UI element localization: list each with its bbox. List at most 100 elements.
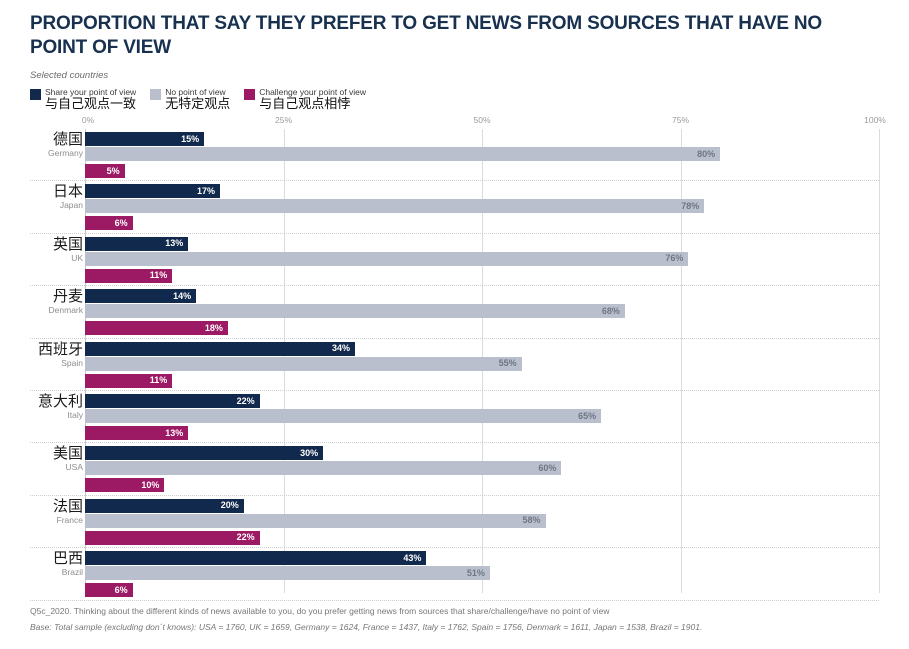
row-label-en: France [56,514,83,525]
bar-share[interactable]: 15% [85,132,205,147]
legend-label-challenge-zh: 与自己观点相悖 [259,96,351,112]
row-label-brazil: 巴西 Brazil [30,551,83,577]
bar-nopov[interactable]: 80% [85,147,721,162]
bar-chall[interactable]: 6% [85,583,133,598]
bar-share[interactable]: 20% [85,498,244,513]
legend-label-share-zh: 与自己观点一致 [45,96,137,112]
bar-nopov[interactable]: 51% [85,566,490,581]
row-bars: 43% 51% 6% [85,550,879,598]
bar-chall[interactable]: 22% [85,530,260,545]
row-label-zh: 德国 [52,131,83,149]
bar-value-label: 6% [114,584,128,595]
bar-chall[interactable]: 13% [85,426,189,441]
bar-value-label: 22% [236,395,255,406]
bar-chall[interactable]: 11% [85,268,173,283]
chart-row: 德国 Germany 15% 80% 5% [30,129,879,182]
legend-item-share: Share your point of view 与自己观点一致 [30,86,137,112]
bar-nopov[interactable]: 65% [85,409,602,424]
bar-value-label: 15% [181,133,200,144]
bar-value-label: 58% [522,515,541,526]
legend-swatch-share [30,88,41,100]
bar-chall[interactable]: 18% [85,321,228,336]
row-label-zh: 美国 [52,445,83,463]
chart-row: 英国 UK 13% 76% 11% [30,234,879,287]
legend-item-challenge: Challenge your point of view 与自己观点相悖 [244,86,367,112]
chart-legend: Share your point of view 与自己观点一致 No poin… [30,86,879,112]
chart-footnotes: Q5c_2020. Thinking about the different k… [30,603,879,635]
bar-share[interactable]: 30% [85,446,324,461]
row-label-usa: 美国 USA [30,446,83,472]
row-bars: 15% 80% 5% [85,131,879,179]
bar-chall[interactable]: 10% [85,478,165,493]
legend-item-nopov: No point of view 无特定观点 [150,86,231,112]
footnote-question: Q5c_2020. Thinking about the different k… [30,605,610,616]
bar-share[interactable]: 17% [85,184,220,199]
row-label-zh: 巴西 [52,550,83,568]
bar-value-label: 13% [165,238,184,249]
row-bars: 17% 78% 6% [85,183,879,231]
legend-swatch-nopov [150,88,162,100]
row-label-en: UK [71,252,83,263]
row-label-zh: 西班牙 [37,340,83,358]
x-axis-tick-labels: 0% 25% 50% 75% 100% [30,115,886,129]
bar-nopov[interactable]: 58% [85,513,546,528]
row-bars: 13% 76% 11% [85,236,879,283]
bar-value-label: 18% [204,322,223,333]
row-label-germany: 德国 Germany [30,132,83,158]
gridline-100 [879,129,880,594]
row-label-uk: 英国 UK [30,237,83,263]
row-label-spain: 西班牙 Spain [30,342,83,368]
bar-share[interactable]: 13% [85,236,189,251]
row-label-denmark: 丹麦 Denmark [30,289,83,315]
bar-nopov[interactable]: 60% [85,461,562,476]
row-label-en: Japan [59,200,83,211]
x-axis-tick-0: 0% [81,115,95,126]
bar-share[interactable]: 14% [85,289,197,304]
bar-share[interactable]: 34% [85,341,355,356]
bar-chall[interactable]: 11% [85,373,173,388]
x-axis-tick-50: 50% [473,115,491,126]
row-bars: 30% 60% 10% [85,445,879,493]
row-label-en: Brazil [61,567,83,578]
chart-row: 法国 France 20% 58% 22% [30,496,879,549]
bar-value-label: 10% [141,479,160,490]
legend-label-share-en: Share your point of view [45,86,137,97]
legend-label-challenge-en: Challenge your point of view [259,86,367,97]
bar-chall[interactable]: 5% [85,164,125,179]
bar-nopov[interactable]: 55% [85,356,522,371]
bar-value-label: 76% [665,253,684,264]
bar-share[interactable]: 22% [85,394,260,409]
row-label-en: Denmark [48,305,83,316]
chart-header: PROPORTION THAT SAY THEY PREFER TO GET N… [0,0,909,111]
bar-value-label: 30% [300,447,319,458]
bar-share[interactable]: 43% [85,551,427,566]
row-label-en: Italy [67,410,83,421]
legend-label-nopov-zh: 无特定观点 [165,96,231,112]
chart-subtitle: Selected countries [30,69,109,81]
row-label-en: Germany [48,148,83,159]
row-bars: 14% 68% 18% [85,288,879,336]
bar-value-label: 22% [236,532,255,543]
row-label-zh: 法国 [52,497,83,515]
bar-nopov[interactable]: 76% [85,251,689,266]
bar-value-label: 20% [220,500,239,511]
bar-value-label: 11% [149,375,168,386]
bar-value-label: 43% [403,552,422,563]
row-label-zh: 日本 [52,183,83,201]
row-label-zh: 英国 [52,235,83,253]
bar-nopov[interactable]: 78% [85,199,705,214]
legend-label-nopov-en: No point of view [165,86,226,97]
bar-value-label: 6% [114,217,128,228]
row-bars: 34% 55% 11% [85,341,879,388]
bar-value-label: 13% [165,427,184,438]
plot-area: 0% 25% 50% 75% 100% 德国 Germany 15% 80% 5% 日本 Japan… [30,115,886,601]
bar-value-label: 65% [578,410,597,421]
bar-chall[interactable]: 6% [85,216,133,231]
x-axis-tick-25: 25% [274,115,293,126]
bar-value-label: 68% [601,305,620,316]
bar-value-label: 55% [498,358,517,369]
row-bars: 22% 65% 13% [85,393,879,441]
bar-nopov[interactable]: 68% [85,304,625,319]
row-label-zh: 意大利 [37,393,83,411]
